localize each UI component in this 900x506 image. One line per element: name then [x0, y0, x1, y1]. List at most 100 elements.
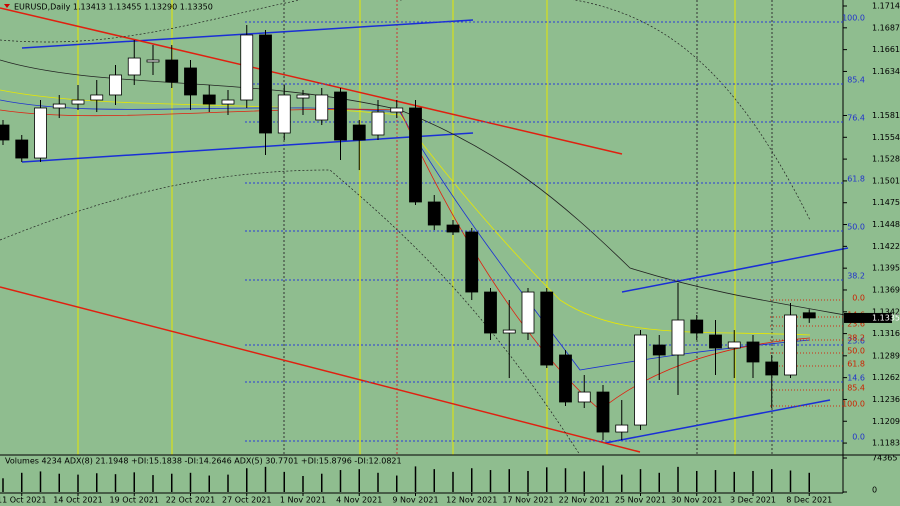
y-tick-label: 1.14750: [872, 198, 900, 207]
candle-body: [427, 201, 441, 226]
title-icon: [4, 4, 10, 8]
moving-average: [0, 59, 846, 316]
y-tick-label: 1.15015: [872, 176, 900, 185]
y-tick-label: 1.12360: [872, 395, 900, 404]
volume-tick-label: 74365: [872, 454, 897, 463]
candle-body: [709, 334, 722, 349]
candle-body: [521, 291, 535, 334]
candle-body: [484, 291, 497, 334]
y-tick-label: 1.13160: [872, 329, 900, 338]
fib-label: 61.8: [847, 360, 865, 369]
fib-label: 100.0: [842, 13, 865, 22]
candle-body: [390, 107, 404, 113]
y-tick-label: 1.15810: [872, 111, 900, 120]
candle-body: [784, 314, 797, 376]
separators: [77, 0, 773, 455]
x-tick-label: 27 Oct 2021: [222, 496, 271, 505]
candle-body: [409, 107, 422, 203]
trendline: [621, 247, 849, 293]
x-tick-label: 19 Oct 2021: [110, 496, 159, 505]
chart-title: EURUSD,Daily 1.13413 1.13455 1.13290 1.1…: [14, 3, 213, 12]
trendline: [0, 7, 623, 155]
y-tick-label: 1.13690: [872, 285, 900, 294]
candle-body: [15, 139, 29, 159]
y-tick-label: 1.17140: [872, 2, 900, 11]
moving-average: [0, 99, 811, 371]
fib-label: 76.4: [847, 113, 865, 122]
x-tick-label: 8 Dec 2021: [786, 496, 832, 505]
candle-body: [90, 94, 104, 101]
candle-body: [596, 391, 610, 433]
y-tick-label: 1.12095: [872, 417, 900, 426]
candle-body: [446, 224, 460, 233]
candle-body: [315, 94, 329, 121]
candle-body: [559, 354, 572, 403]
moving-average: [0, 89, 811, 336]
last-price-label: 1.13350: [872, 313, 900, 322]
candle-body: [765, 361, 779, 376]
fib-label: 0.0: [852, 433, 865, 442]
candle-body: [802, 312, 816, 319]
last-price-box: [844, 312, 892, 323]
candle-body: [127, 57, 141, 76]
candle-body: [371, 111, 385, 136]
x-tick-label: 22 Oct 2021: [166, 496, 215, 505]
candle-body: [671, 319, 685, 356]
trendline: [21, 132, 474, 163]
candle-body: [502, 329, 516, 334]
candle-body: [52, 103, 66, 109]
x-tick-label: 12 Nov 2021: [446, 496, 497, 505]
y-tick-label: 1.15280: [872, 155, 900, 164]
candle-body: [634, 334, 647, 426]
candle-body: [259, 34, 272, 134]
fib-label: 50.0: [847, 347, 865, 356]
trendline: [604, 399, 831, 444]
fib-label: 50.0: [847, 223, 865, 232]
x-tick-label: 25 Nov 2021: [615, 496, 666, 505]
x-tick-label: 9 Nov 2021: [392, 496, 438, 505]
candle-body: [109, 74, 122, 96]
y-tick-label: 1.11830: [872, 439, 900, 448]
trendline: [21, 19, 474, 49]
candle-body: [184, 67, 197, 96]
fib-label: 100.0: [842, 400, 865, 409]
candle-body: [34, 107, 47, 159]
fib-label: 38.2: [847, 334, 865, 343]
trendlines: [0, 0, 849, 456]
y-tick-label: 1.13955: [872, 264, 900, 273]
x-tick-label: 30 Nov 2021: [671, 496, 722, 505]
candle-body: [71, 99, 85, 105]
fib-label: 23.6: [847, 337, 865, 346]
y-tick-label: 1.16875: [872, 23, 900, 32]
candle-body: [690, 319, 704, 334]
y-tick-label: 1.12625: [872, 373, 900, 382]
fib-label: 38.2: [847, 272, 865, 281]
fib-label: 23.6: [847, 320, 865, 329]
x-tick-label: 4 Nov 2021: [336, 496, 382, 505]
candle-body: [277, 94, 291, 134]
candle-body: [334, 91, 347, 141]
candle-body: [240, 34, 254, 101]
moving-average: [0, 108, 811, 411]
bollinger-band: [0, 169, 581, 456]
volume-tick-label: 0: [872, 486, 877, 495]
candle-body: [0, 124, 10, 141]
candle-body: [202, 94, 216, 105]
candle-body: [615, 424, 629, 433]
candle-body: [652, 344, 666, 356]
candle-body: [465, 231, 479, 293]
fib-label: 0.0: [852, 294, 865, 303]
x-tick-label: 17 Nov 2021: [502, 496, 553, 505]
y-tick-label: 1.15545: [872, 133, 900, 142]
x-tick-label: 1 Nov 2021: [280, 496, 326, 505]
x-tick-label: 3 Dec 2021: [730, 496, 776, 505]
y-tick-label: 1.16345: [872, 67, 900, 76]
fib-label: 85.4: [847, 76, 865, 85]
y-tick-label: 1.14220: [872, 242, 900, 251]
y-tick-label: 1.12890: [872, 351, 900, 360]
candle-body: [221, 99, 235, 105]
candle-body: [296, 94, 310, 99]
candle-body: [146, 59, 160, 63]
